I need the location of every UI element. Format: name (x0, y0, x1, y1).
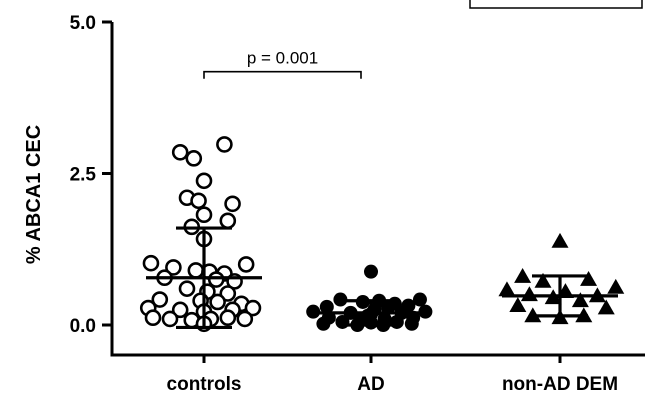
y-ticks: 0.0 2.5 5.0 (70, 13, 112, 337)
data-point-controls (187, 151, 201, 165)
y-tick-label: 0.0 (70, 316, 96, 337)
y-tick-label: 5.0 (70, 13, 96, 34)
data-point-controls (197, 208, 211, 222)
data-point-non-ad-dem (580, 271, 597, 286)
data-point-controls (221, 311, 235, 325)
category-labels: controls AD non-AD DEM (167, 355, 619, 395)
data-point-non-ad-dem (514, 268, 531, 283)
data-point-controls (192, 194, 206, 208)
data-point-controls (189, 263, 203, 277)
data-point-controls (226, 197, 240, 211)
data-point-ad (390, 315, 404, 329)
y-axis-title-group: % ABCA1 CEC (23, 125, 45, 264)
data-point-controls (217, 137, 231, 151)
data-points (141, 137, 624, 332)
data-point-ad (316, 317, 330, 331)
category-label: controls (167, 374, 242, 395)
category-label: non-AD DEM (502, 374, 618, 395)
data-point-controls (239, 257, 253, 271)
significance-bracket (204, 72, 361, 79)
data-point-controls (163, 312, 177, 326)
legend-box-edge (470, 0, 642, 8)
data-point-controls (211, 295, 225, 309)
significance-annotation: p = 0.001 (204, 49, 361, 79)
data-point-non-ad-dem (607, 279, 624, 294)
data-point-controls (146, 311, 160, 325)
y-axis-title: % ABCA1 CEC (23, 125, 45, 264)
data-point-ad (335, 315, 349, 329)
mean-sd-bars (146, 228, 618, 327)
data-point-controls (144, 256, 158, 270)
y-tick-label: 2.5 (70, 165, 97, 186)
data-point-non-ad-dem (521, 286, 538, 301)
data-point-controls (221, 214, 235, 228)
data-point-controls (197, 174, 211, 188)
data-point-ad (364, 265, 378, 279)
data-point-controls (173, 145, 187, 159)
data-point-controls (238, 312, 252, 326)
data-point-non-ad-dem (552, 233, 569, 248)
category-label: AD (357, 374, 384, 395)
data-point-non-ad-dem (498, 281, 515, 296)
data-point-ad (405, 317, 419, 331)
data-point-controls (180, 282, 194, 296)
p-value-label: p = 0.001 (247, 49, 318, 68)
